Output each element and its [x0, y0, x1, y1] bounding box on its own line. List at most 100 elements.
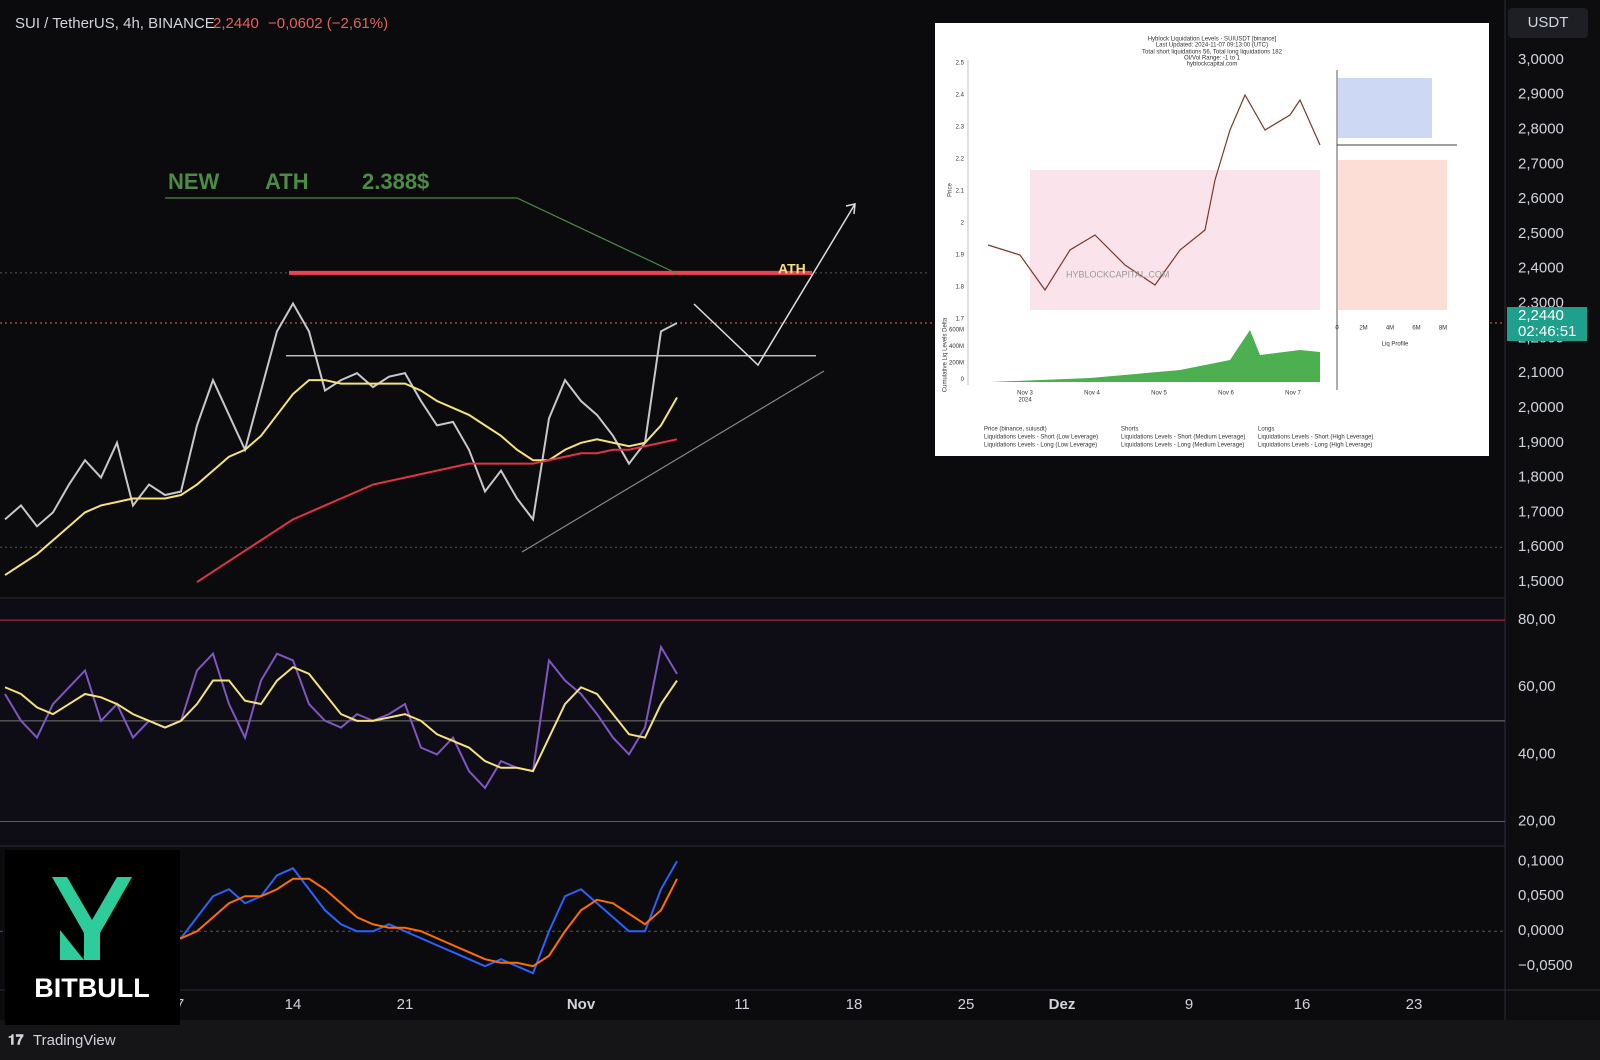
inset-tick: 2M — [1359, 326, 1367, 332]
inset-legend: Liquidations Levels - Short (Medium Leve… — [1121, 435, 1245, 441]
trend-line — [521, 370, 825, 553]
annotation: ATH — [778, 261, 806, 277]
change: −0,0602 (−2,61%) — [268, 15, 388, 32]
x-tick-label: 14 — [285, 996, 302, 1013]
logo-text: BITBULL — [34, 973, 149, 1003]
inset-tick: 200M — [949, 361, 964, 367]
inset-tick: 400M — [949, 344, 964, 350]
inset-profile — [1337, 78, 1432, 138]
y-tick-label: 0,1000 — [1518, 852, 1564, 869]
currency[interactable]: USDT — [1528, 14, 1569, 31]
price-tag — [1507, 307, 1587, 342]
inset-tick: 2.1 — [956, 189, 965, 195]
inset-tick: 2.4 — [956, 93, 965, 99]
inset-legend: Liquidations Levels - Short (High Levera… — [1258, 435, 1373, 441]
x-tick-label: 21 — [397, 996, 414, 1013]
price-tag-label: 2,2440 — [1518, 307, 1564, 324]
currency-button[interactable] — [1508, 8, 1588, 38]
inset-legend: Liquidations Levels - Short (Low Leverag… — [984, 435, 1098, 441]
inset-tick: Nov 7 — [1285, 391, 1301, 397]
x-tick-label: 25 — [958, 996, 975, 1013]
inset-price — [987, 93, 1321, 292]
inset-tick: 1.8 — [956, 285, 965, 291]
y-tick-label: 1,5000 — [1518, 573, 1564, 590]
inset-tick: 0 — [1335, 326, 1339, 332]
inset-year: 2024 — [1018, 398, 1032, 404]
watermark: HYBLOCKCAPITAL.COM — [1066, 269, 1169, 279]
y-tick-label: 2,0000 — [1518, 399, 1564, 416]
series-line — [4, 665, 678, 773]
x-tick-label: 11 — [734, 996, 750, 1013]
inset-text: Last Updated: 2024-11-07 09:13:00 (UTC) — [1156, 43, 1268, 49]
countdown: 02:46:51 — [1518, 323, 1576, 340]
annotation: NEW — [168, 169, 220, 194]
inset-text: hyblockcapital.com — [1187, 62, 1238, 68]
inset-legend: Shorts — [1121, 427, 1138, 433]
y-tick-label: 0,0500 — [1518, 887, 1564, 904]
y-tick-label: 2,4000 — [1518, 260, 1564, 277]
y-tick-label: 60,00 — [1518, 678, 1556, 695]
x-tick-label: Nov — [567, 996, 596, 1013]
inset-legend: Longs — [1258, 427, 1274, 433]
inset-legend: Liquidations Levels - Long (Low Leverage… — [984, 443, 1097, 449]
footer — [0, 1020, 1600, 1060]
y-tick-label: 80,00 — [1518, 611, 1556, 628]
annotation: 2.388$ — [362, 169, 429, 194]
x-tick-label: 16 — [1294, 996, 1311, 1013]
price-axis — [1505, 0, 1600, 1020]
inset-tick: 4M — [1386, 326, 1394, 332]
inset-profile-label: Liq Profile — [1382, 342, 1409, 348]
inset-tick: 1.9 — [956, 253, 965, 259]
inset-tick: Nov 3 — [1017, 391, 1033, 397]
y-tick-label: 2,6000 — [1518, 190, 1564, 207]
inset-legend: Price (binance, suiusdt) — [984, 427, 1047, 433]
inset-legend: Liquidations Levels - Long (Medium Lever… — [1121, 443, 1244, 449]
inset-text: Total short liquidations 56, Total long … — [1142, 50, 1283, 56]
brand-icon: 𝟏𝟕 — [8, 1032, 24, 1048]
y-tick-label: 20,00 — [1518, 812, 1556, 829]
inset-profile — [1337, 160, 1447, 310]
y-tick-label: 1,8000 — [1518, 469, 1564, 486]
inset-tick: 2.5 — [956, 61, 965, 67]
inset-tick: 600M — [949, 328, 964, 334]
x-tick-label: 18 — [846, 996, 863, 1013]
inset-legend: Liquidations Levels - Long (High Leverag… — [1258, 443, 1372, 449]
inset-tick: 2 — [961, 221, 965, 227]
series-line — [4, 301, 678, 528]
rsi-panel — [0, 600, 1505, 845]
price: 2,2440 — [213, 15, 259, 32]
y-tick-label: 2,8000 — [1518, 120, 1564, 137]
inset-tick: 1.7 — [956, 317, 965, 323]
inset-title: Hyblock Liquidation Levels - SUIUSDT [bi… — [1148, 37, 1277, 43]
y-tick-label: 2,7000 — [1518, 155, 1564, 172]
inset-tick: 2.2 — [956, 157, 965, 163]
inset-tick: 6M — [1412, 326, 1420, 332]
arrow-head — [845, 203, 856, 215]
y-tick-label: 3,0000 — [1518, 51, 1564, 68]
inset: Hyblock Liquidation Levels - SUIUSDT [bi… — [935, 23, 1489, 456]
inset-tick: 0 — [961, 377, 965, 383]
projection — [693, 203, 856, 367]
inset-tick: Nov 5 — [1151, 391, 1167, 397]
y-tick-label: 0,0000 — [1518, 922, 1564, 939]
y-tick-label: 2,5000 — [1518, 225, 1564, 242]
y-tick-label: 2,1000 — [1518, 364, 1564, 381]
inset-tick: 2.3 — [956, 125, 965, 131]
series-line — [196, 438, 678, 583]
logo-mark — [52, 877, 132, 960]
y-tick-label: −0,0500 — [1518, 957, 1573, 974]
x-tick-label: 23 — [1406, 996, 1423, 1013]
inset-band — [1030, 170, 1320, 310]
y-tick-label: 2,9000 — [1518, 86, 1564, 103]
inset-text: OI/Vol Range: -1 to 1 — [1184, 56, 1241, 62]
annotation: ATH — [265, 169, 309, 194]
series-line — [4, 379, 678, 576]
inset-y-label: Price — [948, 183, 954, 197]
inset-tick: Nov 4 — [1084, 391, 1100, 397]
y-tick-label: 1,6000 — [1518, 538, 1564, 555]
y-tick-label: 1,9000 — [1518, 434, 1564, 451]
inset-delta — [990, 330, 1320, 382]
y-tick-label: 40,00 — [1518, 745, 1556, 762]
inset-tick: Nov 6 — [1218, 391, 1234, 397]
